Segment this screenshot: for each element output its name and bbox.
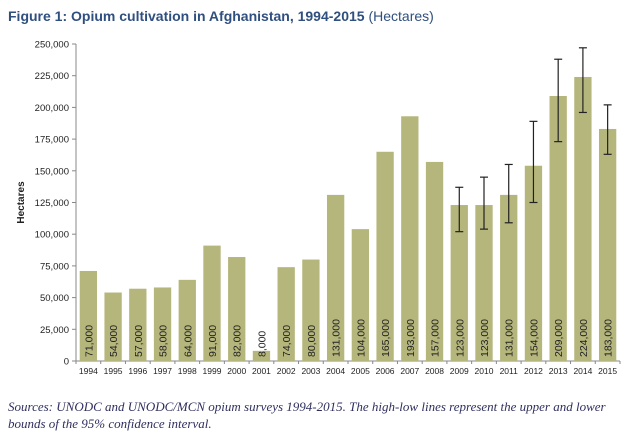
bar [598, 128, 617, 361]
x-tick-label: 1998 [178, 366, 197, 376]
bar [129, 288, 147, 361]
data-label: 183,000 [603, 319, 615, 357]
y-axis-title: Hectares [16, 181, 27, 224]
y-tick-label: 225,000 [35, 71, 69, 82]
x-tick-label: 2015 [598, 366, 617, 376]
data-label: 74,000 [281, 325, 293, 357]
x-tick-label: 1997 [153, 366, 172, 376]
bar [203, 245, 221, 361]
x-tick-label: 1996 [128, 366, 147, 376]
bar [376, 151, 394, 361]
bar [500, 194, 518, 361]
data-label: 71,000 [83, 325, 95, 357]
data-label: 157,000 [430, 319, 442, 357]
x-tick-label: 2010 [475, 366, 494, 376]
y-tick-label: 175,000 [35, 135, 69, 146]
x-tick-label: 2002 [277, 366, 296, 376]
x-tick-label: 2014 [573, 366, 592, 376]
bar-chart: 0 25,000 50,000 75,000 100,000 125,000 150,000… [16, 40, 621, 376]
data-label: 91,000 [207, 325, 219, 357]
chart-title: Figure 1: Opium cultivation in Afghanist… [8, 8, 434, 24]
bar [549, 95, 567, 361]
bar [277, 267, 295, 361]
data-label: 54,000 [108, 325, 120, 357]
x-tick-label: 1995 [104, 366, 123, 376]
x-tick-label: 2012 [524, 366, 543, 376]
bar [153, 287, 172, 361]
data-label: 82,000 [232, 325, 244, 357]
bar [326, 194, 345, 361]
data-label: 123,000 [454, 319, 466, 357]
data-label: 104,000 [355, 319, 367, 357]
bar [351, 229, 370, 361]
bar [79, 270, 98, 361]
data-label: 58,000 [158, 325, 170, 357]
bar [178, 279, 196, 361]
bar [302, 259, 320, 361]
y-tick-label: 50,000 [40, 293, 69, 304]
x-tick-label: 2001 [252, 366, 271, 376]
data-label: 57,000 [133, 325, 145, 357]
y-tick-label: 150,000 [35, 166, 69, 177]
x-tick-label: 1994 [79, 366, 98, 376]
bar [228, 257, 246, 361]
y-tick-label: 25,000 [40, 325, 69, 336]
data-label: 64,000 [182, 325, 194, 357]
y-tick-label: 200,000 [35, 103, 69, 114]
x-tick-label: 2005 [351, 366, 370, 376]
x-tick-label: 2013 [549, 366, 568, 376]
data-label: 131,000 [331, 319, 343, 357]
chart-title-unit: (Hectares) [368, 8, 434, 24]
data-label: 209,000 [553, 319, 565, 357]
data-label: 123,000 [479, 319, 491, 357]
x-tick-label: 2008 [425, 366, 444, 376]
x-tick-label: 2000 [227, 366, 246, 376]
bar [450, 205, 468, 361]
bar [524, 165, 543, 361]
y-tick-label: 125,000 [35, 198, 69, 209]
data-label: 165,000 [380, 319, 392, 357]
y-tick-label: 100,000 [35, 230, 69, 241]
bar [104, 292, 122, 361]
y-tick-label: 75,000 [40, 261, 69, 272]
x-tick-label: 2003 [301, 366, 320, 376]
bar [475, 205, 493, 361]
bar [401, 116, 419, 361]
x-tick-label: 2006 [376, 366, 395, 376]
x-tick-label: 1999 [203, 366, 222, 376]
x-tick-label: 2004 [326, 366, 345, 376]
data-label: 80,000 [306, 325, 318, 357]
chart-title-main: Figure 1: Opium cultivation in Afghanist… [8, 8, 365, 24]
bar [574, 76, 592, 361]
x-tick-label: 2011 [500, 366, 519, 376]
data-label: 154,000 [528, 319, 540, 357]
data-label: 224,000 [578, 319, 590, 357]
bar [252, 350, 271, 361]
source-note: Sources: UNODC and UNODC/MCN opium surve… [8, 399, 606, 431]
data-label: 131,000 [504, 319, 516, 357]
x-tick-label: 2009 [450, 366, 469, 376]
data-label: 8,000 [256, 331, 268, 357]
y-tick-label: 250,000 [35, 40, 69, 51]
data-label: 193,000 [405, 319, 417, 357]
y-tick-label: 0 [64, 357, 69, 368]
bar [425, 161, 444, 361]
x-tick-label: 2007 [400, 366, 419, 376]
